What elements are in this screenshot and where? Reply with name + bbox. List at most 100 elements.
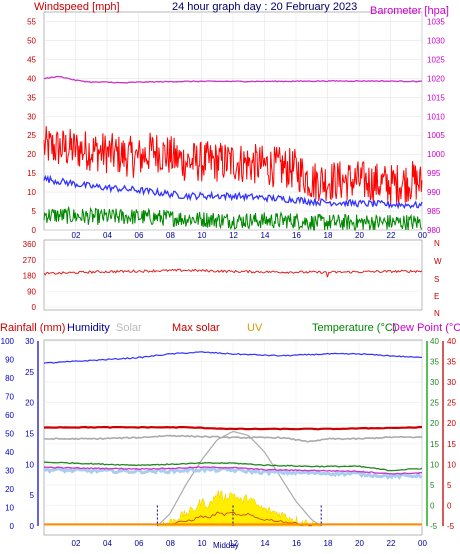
baro-y-tick: 1035 <box>427 17 445 26</box>
baro-y-tick: 990 <box>427 188 441 197</box>
lower-x-tick: 06 <box>135 539 144 548</box>
humidity-y-tick: 30 <box>5 467 14 476</box>
wind-x-tick: 04 <box>103 231 112 240</box>
baro-y-tick: 1030 <box>427 36 445 45</box>
lower-x-tick: 08 <box>166 539 175 548</box>
legend-humidity: Humidity <box>67 322 110 334</box>
dew-y-tick: 10 <box>447 460 456 469</box>
lower-x-tick: 02 <box>72 539 81 548</box>
barometer-title: Barometer [hpa] <box>370 5 449 17</box>
humidity-y-tick: 0 <box>10 522 15 531</box>
baro-y-tick: 1000 <box>427 150 445 159</box>
humidity-y-tick: 40 <box>5 448 14 457</box>
wind-x-tick: 22 <box>387 231 396 240</box>
dir-y-tick: 180 <box>23 272 37 281</box>
wind-x-tick: 08 <box>166 231 175 240</box>
lower-x-tick: 16 <box>292 539 301 548</box>
baro-y-tick: 980 <box>427 226 441 235</box>
rain-y-tick: 30 <box>25 337 34 346</box>
wind-x-tick: 00 <box>418 231 427 240</box>
lower-x-tick: 20 <box>355 539 364 548</box>
humidity-y-tick: 70 <box>5 393 14 402</box>
solar-level-line <box>43 434 423 443</box>
wind-y-tick: 45 <box>27 55 36 64</box>
min-wind-line <box>43 205 423 232</box>
baro-y-tick: 1010 <box>427 112 445 121</box>
humidity-y-tick: 10 <box>5 504 14 513</box>
humidity-y-tick: 100 <box>1 337 15 346</box>
compass-label: N <box>434 309 440 318</box>
humidity-y-tick: 60 <box>5 411 14 420</box>
wind-series <box>43 75 423 232</box>
direction-series <box>43 268 423 278</box>
humidity-y-tick: 50 <box>5 430 14 439</box>
barometer-line <box>44 75 423 84</box>
legend-uv: UV <box>247 322 263 334</box>
grid-lines <box>44 12 423 527</box>
wind-y-tick: 0 <box>32 226 37 235</box>
dir-y-tick: 360 <box>23 240 37 249</box>
axis-ticks: 0510152025303540455055980985990995100010… <box>1 17 457 548</box>
avg-wind-line <box>43 174 423 210</box>
wind-y-tick: 25 <box>27 131 36 140</box>
wind-x-tick: 20 <box>355 231 364 240</box>
temp-y-tick: 40 <box>430 337 439 346</box>
baro-y-tick: 995 <box>427 169 441 178</box>
temp-y-tick: 25 <box>430 399 439 408</box>
temp-y-tick: 15 <box>430 440 439 449</box>
baro-y-tick: 1020 <box>427 74 445 83</box>
humidity-y-tick: 90 <box>5 356 14 365</box>
uv-trace <box>169 511 312 527</box>
lower-x-tick: 10 <box>198 539 207 548</box>
dir-y-tick: 90 <box>27 287 36 296</box>
humidity-line <box>43 351 423 364</box>
temp-y-tick: -5 <box>430 522 438 531</box>
dew-y-tick: 40 <box>447 337 456 346</box>
max-solar-curve <box>156 430 322 527</box>
gust-line <box>43 126 423 205</box>
compass-label: S <box>434 275 439 284</box>
temp-y-tick: 20 <box>430 419 439 428</box>
rain-y-tick: 10 <box>25 460 34 469</box>
dew-y-tick: 20 <box>447 419 456 428</box>
dew-y-tick: 0 <box>447 501 452 510</box>
wind-x-tick: 14 <box>261 231 270 240</box>
baro-y-tick: 1025 <box>427 55 445 64</box>
wind-x-tick: 02 <box>72 231 81 240</box>
humidity-y-tick: 80 <box>5 374 14 383</box>
legend-solar: Solar <box>116 322 142 334</box>
midday-label: Midday <box>213 541 239 550</box>
rain-y-tick: 0 <box>30 522 35 531</box>
direction-plot-area <box>43 239 423 311</box>
lower-x-tick: 04 <box>103 539 112 548</box>
humidity-y-tick: 20 <box>5 485 14 494</box>
dew-y-tick: 15 <box>447 440 456 449</box>
graph-title: 24 hour graph day : 20 February 2023 <box>172 1 357 13</box>
wind-x-tick: 06 <box>135 231 144 240</box>
compass-label: N <box>434 239 440 248</box>
lower-x-tick: 00 <box>418 539 427 548</box>
lower-x-tick: 22 <box>387 539 396 548</box>
dew-y-tick: 5 <box>447 481 452 490</box>
rain-y-tick: 15 <box>25 430 34 439</box>
wind-x-tick: 18 <box>324 231 333 240</box>
temp-y-tick: 0 <box>430 501 435 510</box>
rain-y-tick: 5 <box>30 491 35 500</box>
dew-y-tick: 35 <box>447 358 456 367</box>
legend-max-solar: Max solar <box>172 322 220 334</box>
wind-y-tick: 55 <box>27 17 36 26</box>
dew-point-line <box>43 466 423 475</box>
wind-y-tick: 30 <box>27 112 36 121</box>
wind-y-tick: 10 <box>27 188 36 197</box>
temp-y-tick: 10 <box>430 460 439 469</box>
max-solar-level-line <box>43 425 423 431</box>
wind-y-tick: 5 <box>32 207 37 216</box>
lower-x-tick: 14 <box>261 539 270 548</box>
wind-x-tick: 10 <box>198 231 207 240</box>
baro-y-tick: 1005 <box>427 131 445 140</box>
temp-y-tick: 35 <box>430 358 439 367</box>
legend-temperature: Temperature (°C) <box>312 322 396 334</box>
rain-y-tick: 25 <box>25 368 34 377</box>
legend-rainfall: Rainfall (mm) <box>0 322 65 334</box>
lower-x-tick: 18 <box>324 539 333 548</box>
